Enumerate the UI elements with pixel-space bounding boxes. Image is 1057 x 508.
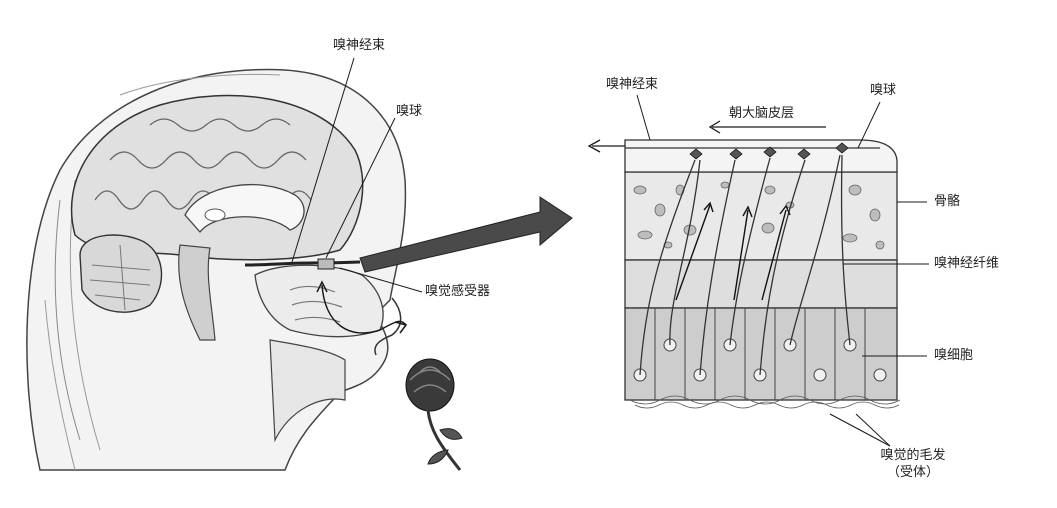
label-hairs-line1: 嗅觉的毛发: [880, 448, 946, 463]
label-nerve-bundle-left: 嗅神经束: [333, 38, 386, 53]
label-nerve-fiber: 嗅神经纤维: [934, 256, 1000, 271]
cell-columns: [654, 308, 866, 400]
nerve-fibers: [639, 154, 851, 376]
nose-profile: [374, 297, 402, 356]
olfactory-bulb-band: [624, 139, 898, 173]
label-bulb-right: 嗅球: [870, 83, 897, 98]
leader-line-nerve-bundle-right: [636, 94, 651, 141]
bone-pores: [633, 181, 885, 250]
detail-illustration: [587, 120, 901, 409]
olfactory-hairs: [629, 395, 901, 409]
throat: [269, 339, 346, 443]
outgoing-arrowhead: [587, 139, 601, 153]
leader-line-bulb-right: [857, 101, 881, 149]
label-cortex-direction: 朝大脑皮层: [729, 106, 795, 121]
air-flow-arrowhead: [316, 280, 328, 293]
air-arrow-tail: [379, 320, 407, 331]
label-hairs-line2: （受体）: [886, 465, 939, 480]
olfactory-bulb: [317, 258, 335, 270]
label-nerve-bundle-right: 嗅神经束: [606, 77, 659, 92]
leader-line-nerve-bundle-left: [291, 57, 355, 263]
label-bone: 骨骼: [934, 194, 961, 209]
hair-strand: [119, 73, 281, 96]
rose-flower: [405, 358, 463, 471]
label-bulb-left: 嗅球: [396, 104, 423, 119]
head-illustration: [26, 68, 573, 471]
label-receptor: 嗅觉感受器: [425, 284, 491, 299]
mitral-cells: [689, 142, 849, 160]
zoom-arrow: [359, 196, 573, 273]
label-hairs: 嗅觉的毛发 （受体）: [873, 447, 953, 481]
air-arrow-head: [394, 321, 408, 334]
leader-line-hairs-a: [855, 413, 891, 447]
leader-line-hairs-b: [829, 413, 891, 447]
signal-arrows: [675, 201, 791, 301]
thalamus: [204, 208, 226, 222]
hair-strand: [54, 199, 81, 441]
brainstem: [178, 244, 216, 341]
to-cortex-arrowhead: [708, 120, 721, 134]
nasal-conchae: [289, 285, 343, 323]
brain-gyri: [109, 151, 307, 169]
rose-leaf: [427, 449, 449, 465]
nerve-fiber-layer: [624, 259, 898, 309]
label-olfactory-cell: 嗅细胞: [934, 348, 974, 363]
hair-strand: [44, 299, 76, 471]
air-flow-path: [321, 284, 381, 334]
brain-gyri: [149, 118, 291, 132]
leader-line-receptor: [339, 267, 423, 293]
cerebellum-folia: [89, 244, 151, 311]
cerebellum: [79, 234, 163, 313]
olfactory-cell-layer: [624, 307, 898, 401]
rose-stem: [426, 409, 462, 471]
rose-leaf: [439, 428, 463, 440]
leader-line-bulb-left: [325, 117, 396, 259]
